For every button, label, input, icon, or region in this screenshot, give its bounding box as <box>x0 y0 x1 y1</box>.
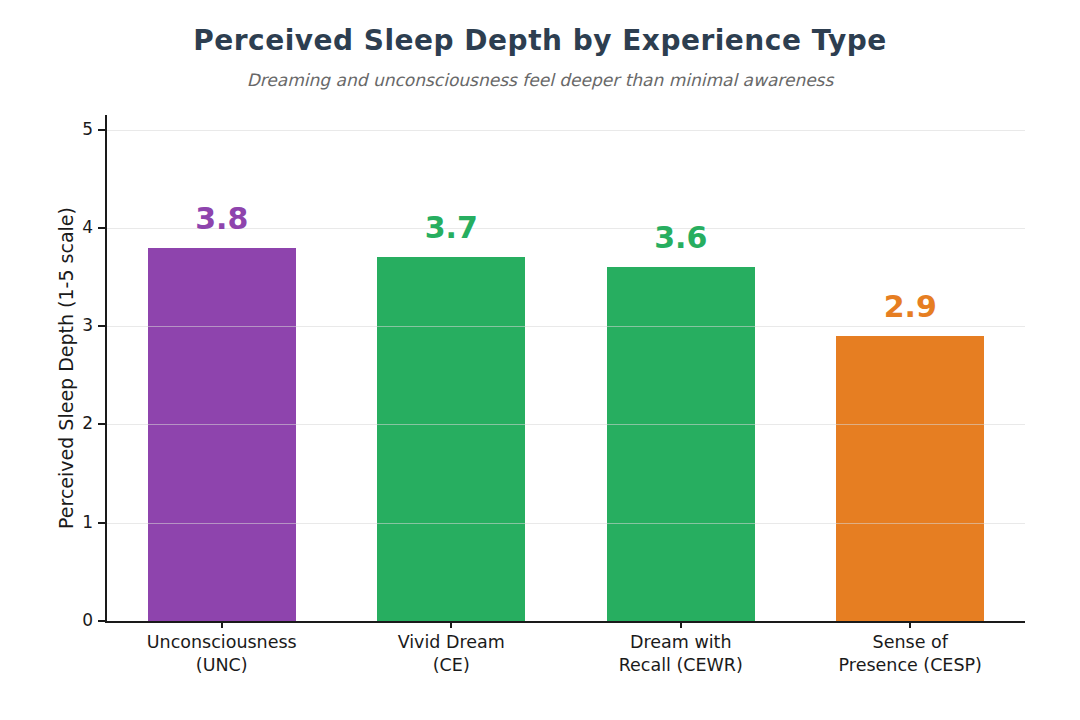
y-tick-mark-2 <box>98 423 105 425</box>
y-tick-label-2: 2 <box>3 413 93 433</box>
x-tick-label-2: Dream with Recall (CEWR) <box>619 631 743 677</box>
chart-title: Perceived Sleep Depth by Experience Type <box>0 24 1080 57</box>
x-tick-label-1: Vivid Dream (CE) <box>398 631 505 677</box>
x-tick-label-3: Sense of Presence (CESP) <box>839 631 982 677</box>
bar-value-label-0: 3.8 <box>195 201 248 236</box>
gridline-y-3 <box>107 326 1025 327</box>
y-tick-label-1: 1 <box>3 512 93 532</box>
y-axis-spine <box>105 115 107 623</box>
y-tick-label-4: 4 <box>3 217 93 237</box>
y-axis-label: Perceived Sleep Depth (1-5 scale) <box>55 207 77 529</box>
x-axis-spine <box>105 621 1025 623</box>
y-tick-mark-1 <box>98 522 105 524</box>
y-tick-mark-5 <box>98 129 105 131</box>
y-tick-mark-4 <box>98 227 105 229</box>
y-tick-label-3: 3 <box>3 315 93 335</box>
x-tick-label-0: Unconsciousness (UNC) <box>147 631 297 677</box>
bar-0 <box>148 248 296 621</box>
bar-3 <box>836 336 984 621</box>
plot-area: 3.8 3.7 3.6 2.9 <box>107 115 1025 621</box>
y-tick-mark-3 <box>98 325 105 327</box>
y-tick-mark-0 <box>98 620 105 622</box>
chart-subtitle: Dreaming and unconsciousness feel deeper… <box>0 70 1080 90</box>
gridline-y-1 <box>107 523 1025 524</box>
bar-chart-figure: Perceived Sleep Depth by Experience Type… <box>0 0 1080 720</box>
gridline-y-2 <box>107 424 1025 425</box>
gridline-y-5 <box>107 130 1025 131</box>
bar-1 <box>377 257 525 621</box>
y-tick-label-0: 0 <box>3 610 93 630</box>
bar-value-label-2: 3.6 <box>654 220 707 255</box>
bar-value-label-1: 3.7 <box>425 210 478 245</box>
y-tick-label-5: 5 <box>3 119 93 139</box>
bar-value-label-3: 2.9 <box>884 289 937 324</box>
bar-2 <box>607 267 755 621</box>
